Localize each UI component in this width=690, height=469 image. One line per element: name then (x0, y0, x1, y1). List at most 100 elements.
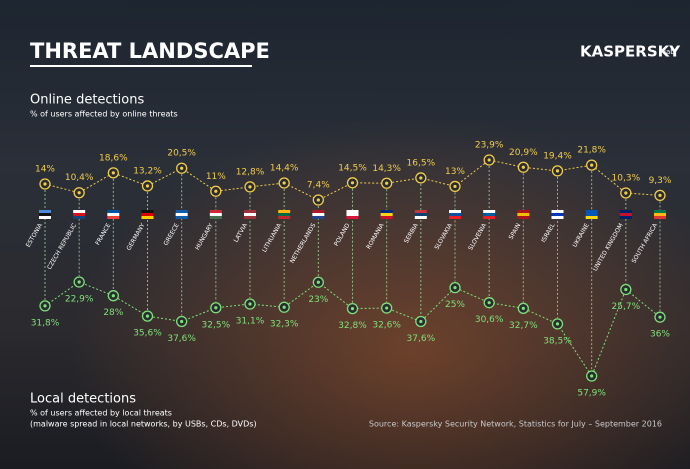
point-dot (590, 374, 594, 378)
chart-title: THREAT LANDSCAPE (30, 39, 270, 63)
value-label: 12,8% (236, 167, 265, 177)
point-dot (316, 198, 320, 202)
point-dot (214, 306, 218, 310)
flag-stripe (551, 216, 564, 219)
value-label: 14,4% (270, 164, 299, 174)
value-label: 30,6% (475, 315, 504, 325)
flag-stripe (654, 210, 666, 213)
point-dot (248, 302, 252, 306)
point-dot (453, 286, 457, 290)
point-dot (487, 301, 491, 305)
flag-stripe (585, 213, 598, 216)
local-heading: Local detections (30, 392, 136, 407)
flag-stripe (483, 210, 496, 213)
value-label: 9,3% (649, 176, 672, 186)
flag-stripe (141, 210, 154, 213)
flag-stripe (414, 216, 427, 219)
point-dot (282, 181, 286, 185)
flag-stripe (619, 213, 632, 216)
value-label: 20,5% (167, 149, 196, 159)
value-label: 23% (308, 295, 328, 305)
flag-stripe (209, 210, 222, 213)
flag-stripe (244, 210, 256, 213)
point-dot (453, 184, 457, 189)
flag-stripe (551, 210, 564, 213)
point-dot (145, 184, 150, 188)
value-label: 32,6% (372, 321, 401, 331)
value-label: 14,5% (338, 163, 367, 173)
flag-stripe (278, 213, 291, 216)
flag-stripe (175, 213, 188, 216)
flag-stripe (312, 213, 325, 216)
value-label: 37,6% (407, 334, 436, 344)
flag-stripe (175, 216, 188, 219)
value-label: 22,9% (65, 295, 94, 305)
flag-stripe (141, 216, 154, 219)
point-dot (385, 306, 389, 310)
value-label: 32,5% (202, 320, 231, 330)
flag-stripe (619, 216, 632, 219)
value-label: 20,9% (509, 148, 538, 158)
flag-stripe (73, 210, 86, 213)
point-dot (77, 191, 81, 195)
flag-stripe (73, 216, 86, 219)
value-label: 32,3% (270, 320, 299, 330)
flag-stripe (619, 210, 632, 213)
value-label: 7,4% (307, 181, 330, 191)
value-label: 18,6% (99, 153, 128, 163)
online-subtitle: % of users affected by online threats (30, 110, 178, 119)
value-label: 14,3% (372, 164, 401, 174)
point-dot (111, 294, 115, 298)
value-label: 10,4% (65, 173, 94, 183)
point-dot (555, 322, 560, 326)
flag-stripe (654, 213, 666, 216)
flag-stripe (39, 210, 51, 213)
point-dot (145, 314, 150, 318)
value-label: 19,4% (543, 151, 572, 161)
flag-stripe (209, 216, 222, 219)
point-dot (521, 165, 525, 169)
flag-stripe (380, 216, 393, 219)
point-dot (350, 306, 355, 311)
flag-stripe (585, 210, 598, 213)
flag-stripe (312, 210, 325, 213)
flag-stripe (107, 213, 120, 216)
point-dot (316, 280, 320, 284)
brand-suffix: lab (664, 48, 675, 56)
local-subtitle: % of users affected by local threats (30, 409, 172, 418)
value-label: 36% (650, 330, 670, 340)
value-label: 28% (103, 308, 123, 318)
point-dot (111, 171, 115, 175)
value-label: 13,2% (133, 166, 162, 176)
point-dot (658, 193, 662, 197)
point-dot (590, 163, 594, 167)
flag-stripe (73, 213, 86, 216)
point-dot (350, 181, 355, 185)
point-dot (555, 169, 560, 173)
value-label: 21,8% (577, 146, 606, 156)
value-label: 32,8% (338, 321, 367, 331)
flag-stripe (483, 213, 496, 216)
flag-stripe (346, 213, 359, 216)
local-note: (malware spread in local networks, by US… (30, 420, 257, 429)
point-dot (180, 319, 184, 324)
flag-stripe (278, 216, 291, 219)
flag-stripe (175, 210, 188, 213)
value-label: 25% (445, 300, 465, 310)
point-dot (624, 287, 628, 292)
point-dot (214, 189, 218, 193)
online-heading: Online detections (30, 93, 144, 108)
flag-stripe (312, 216, 325, 219)
point-dot (419, 319, 423, 324)
flag-stripe (346, 216, 359, 219)
value-label: 57,9% (577, 389, 606, 399)
flag-stripe (107, 216, 120, 219)
flag-stripe (449, 210, 461, 213)
point-dot (77, 280, 81, 284)
point-dot (658, 315, 662, 319)
value-label: 10,3% (612, 173, 641, 183)
value-label: 25,7% (612, 302, 641, 312)
